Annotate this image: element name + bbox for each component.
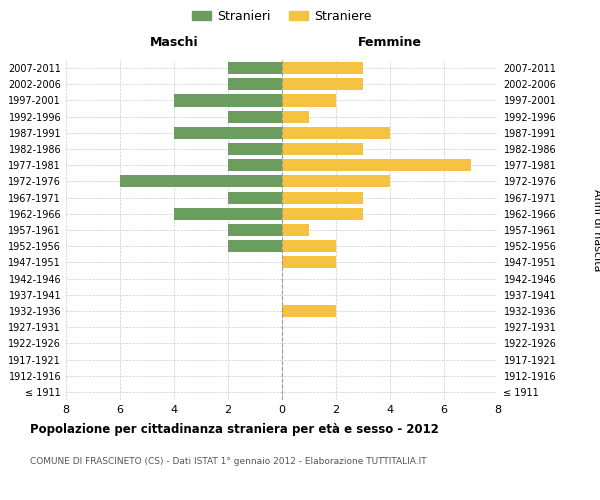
Bar bbox=[174, 94, 282, 106]
Bar bbox=[282, 224, 309, 236]
Text: Femmine: Femmine bbox=[358, 36, 422, 49]
Bar bbox=[282, 305, 336, 317]
Bar bbox=[282, 208, 363, 220]
Bar bbox=[282, 159, 471, 172]
Bar bbox=[282, 143, 363, 155]
Bar bbox=[282, 240, 336, 252]
Bar bbox=[228, 192, 282, 203]
Bar bbox=[282, 256, 336, 268]
Bar bbox=[282, 78, 363, 90]
Bar bbox=[228, 78, 282, 90]
Bar bbox=[282, 62, 363, 74]
Bar bbox=[228, 110, 282, 122]
Bar bbox=[228, 159, 282, 172]
Bar bbox=[228, 143, 282, 155]
Bar bbox=[228, 62, 282, 74]
Y-axis label: Fasce di età: Fasce di età bbox=[0, 197, 3, 263]
Text: Maschi: Maschi bbox=[149, 36, 199, 49]
Bar bbox=[282, 192, 363, 203]
Bar bbox=[174, 208, 282, 220]
Bar bbox=[282, 110, 309, 122]
Bar bbox=[228, 240, 282, 252]
Text: Anni di nascita: Anni di nascita bbox=[592, 188, 600, 271]
Bar bbox=[174, 127, 282, 139]
Text: Popolazione per cittadinanza straniera per età e sesso - 2012: Popolazione per cittadinanza straniera p… bbox=[30, 422, 439, 436]
Bar bbox=[282, 176, 390, 188]
Bar bbox=[282, 94, 336, 106]
Bar bbox=[228, 224, 282, 236]
Bar bbox=[120, 176, 282, 188]
Text: COMUNE DI FRASCINETO (CS) - Dati ISTAT 1° gennaio 2012 - Elaborazione TUTTITALIA: COMUNE DI FRASCINETO (CS) - Dati ISTAT 1… bbox=[30, 458, 427, 466]
Bar bbox=[282, 127, 390, 139]
Legend: Stranieri, Straniere: Stranieri, Straniere bbox=[187, 5, 377, 28]
